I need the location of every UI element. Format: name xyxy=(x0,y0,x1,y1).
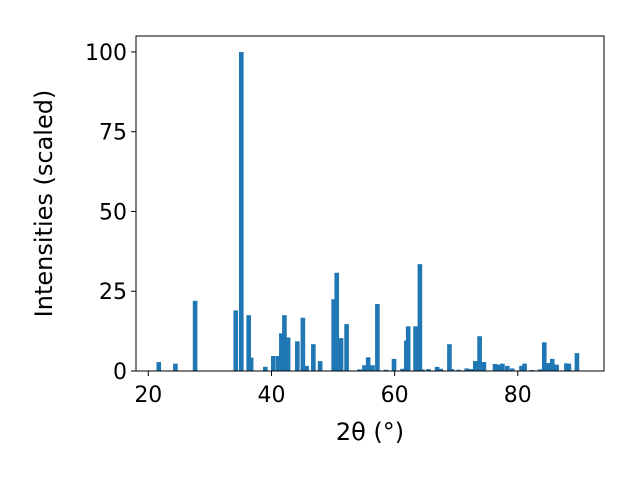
bar xyxy=(400,368,405,371)
bar xyxy=(449,369,455,371)
bar xyxy=(505,365,510,371)
bar xyxy=(420,369,425,371)
bar xyxy=(566,363,572,371)
bar xyxy=(334,272,340,371)
bar xyxy=(500,363,505,371)
y-axis-label: Intensities (scaled) xyxy=(30,90,58,318)
bar xyxy=(279,333,284,371)
bar xyxy=(477,336,482,371)
bar xyxy=(426,369,431,371)
x-tick-label: 40 xyxy=(257,383,285,408)
bar xyxy=(246,315,251,371)
bar xyxy=(519,365,524,371)
bar xyxy=(464,368,469,371)
bar xyxy=(405,326,411,371)
bar xyxy=(275,356,281,371)
bar xyxy=(317,361,323,371)
bar xyxy=(344,324,349,371)
bar xyxy=(468,369,474,371)
bar xyxy=(537,369,543,371)
y-tick-label: 25 xyxy=(99,280,127,305)
bar xyxy=(238,51,244,371)
bar xyxy=(417,264,423,371)
bar xyxy=(311,344,316,371)
bar xyxy=(304,365,309,371)
bar xyxy=(549,358,555,371)
x-tick-label: 20 xyxy=(134,383,162,408)
bar xyxy=(173,363,178,371)
bar xyxy=(509,368,515,371)
bar xyxy=(413,326,418,371)
bar xyxy=(447,344,452,371)
bar xyxy=(331,299,336,371)
bar xyxy=(271,356,276,371)
bar xyxy=(564,363,569,371)
bar xyxy=(438,368,444,371)
bar xyxy=(541,342,547,371)
y-tick-label: 100 xyxy=(85,41,127,66)
y-tick-label: 50 xyxy=(99,200,127,225)
x-axis-label: 2θ (°) xyxy=(336,418,404,446)
bar xyxy=(285,337,291,371)
bar xyxy=(282,315,287,371)
bar xyxy=(481,362,487,371)
bars-layer xyxy=(156,51,580,371)
y-ticks: 0 25 50 75 100 xyxy=(85,41,136,385)
bar xyxy=(362,365,367,371)
bar xyxy=(300,317,306,371)
bar xyxy=(248,357,254,371)
bar xyxy=(496,364,502,371)
bar xyxy=(365,357,371,371)
bar xyxy=(545,363,551,371)
bar xyxy=(434,366,440,371)
y-tick-label: 75 xyxy=(99,121,127,146)
bar xyxy=(522,363,527,371)
bar xyxy=(472,361,478,371)
bar xyxy=(456,369,461,371)
bar xyxy=(357,369,362,371)
bar xyxy=(233,310,239,371)
bar xyxy=(156,362,162,371)
y-tick-label: 0 xyxy=(113,360,127,385)
bar xyxy=(391,358,397,371)
bar xyxy=(383,369,389,371)
bar xyxy=(370,365,375,371)
x-ticks: 20 40 60 80 xyxy=(134,371,532,408)
bar xyxy=(338,338,344,371)
axes-frame xyxy=(135,35,605,372)
bar xyxy=(574,353,580,371)
bar xyxy=(375,304,380,371)
x-tick-label: 60 xyxy=(381,383,409,408)
bar xyxy=(492,363,498,371)
bar xyxy=(263,366,268,371)
x-tick-label: 80 xyxy=(504,383,532,408)
bar xyxy=(554,364,559,371)
bar xyxy=(192,300,198,371)
bar xyxy=(295,341,300,371)
